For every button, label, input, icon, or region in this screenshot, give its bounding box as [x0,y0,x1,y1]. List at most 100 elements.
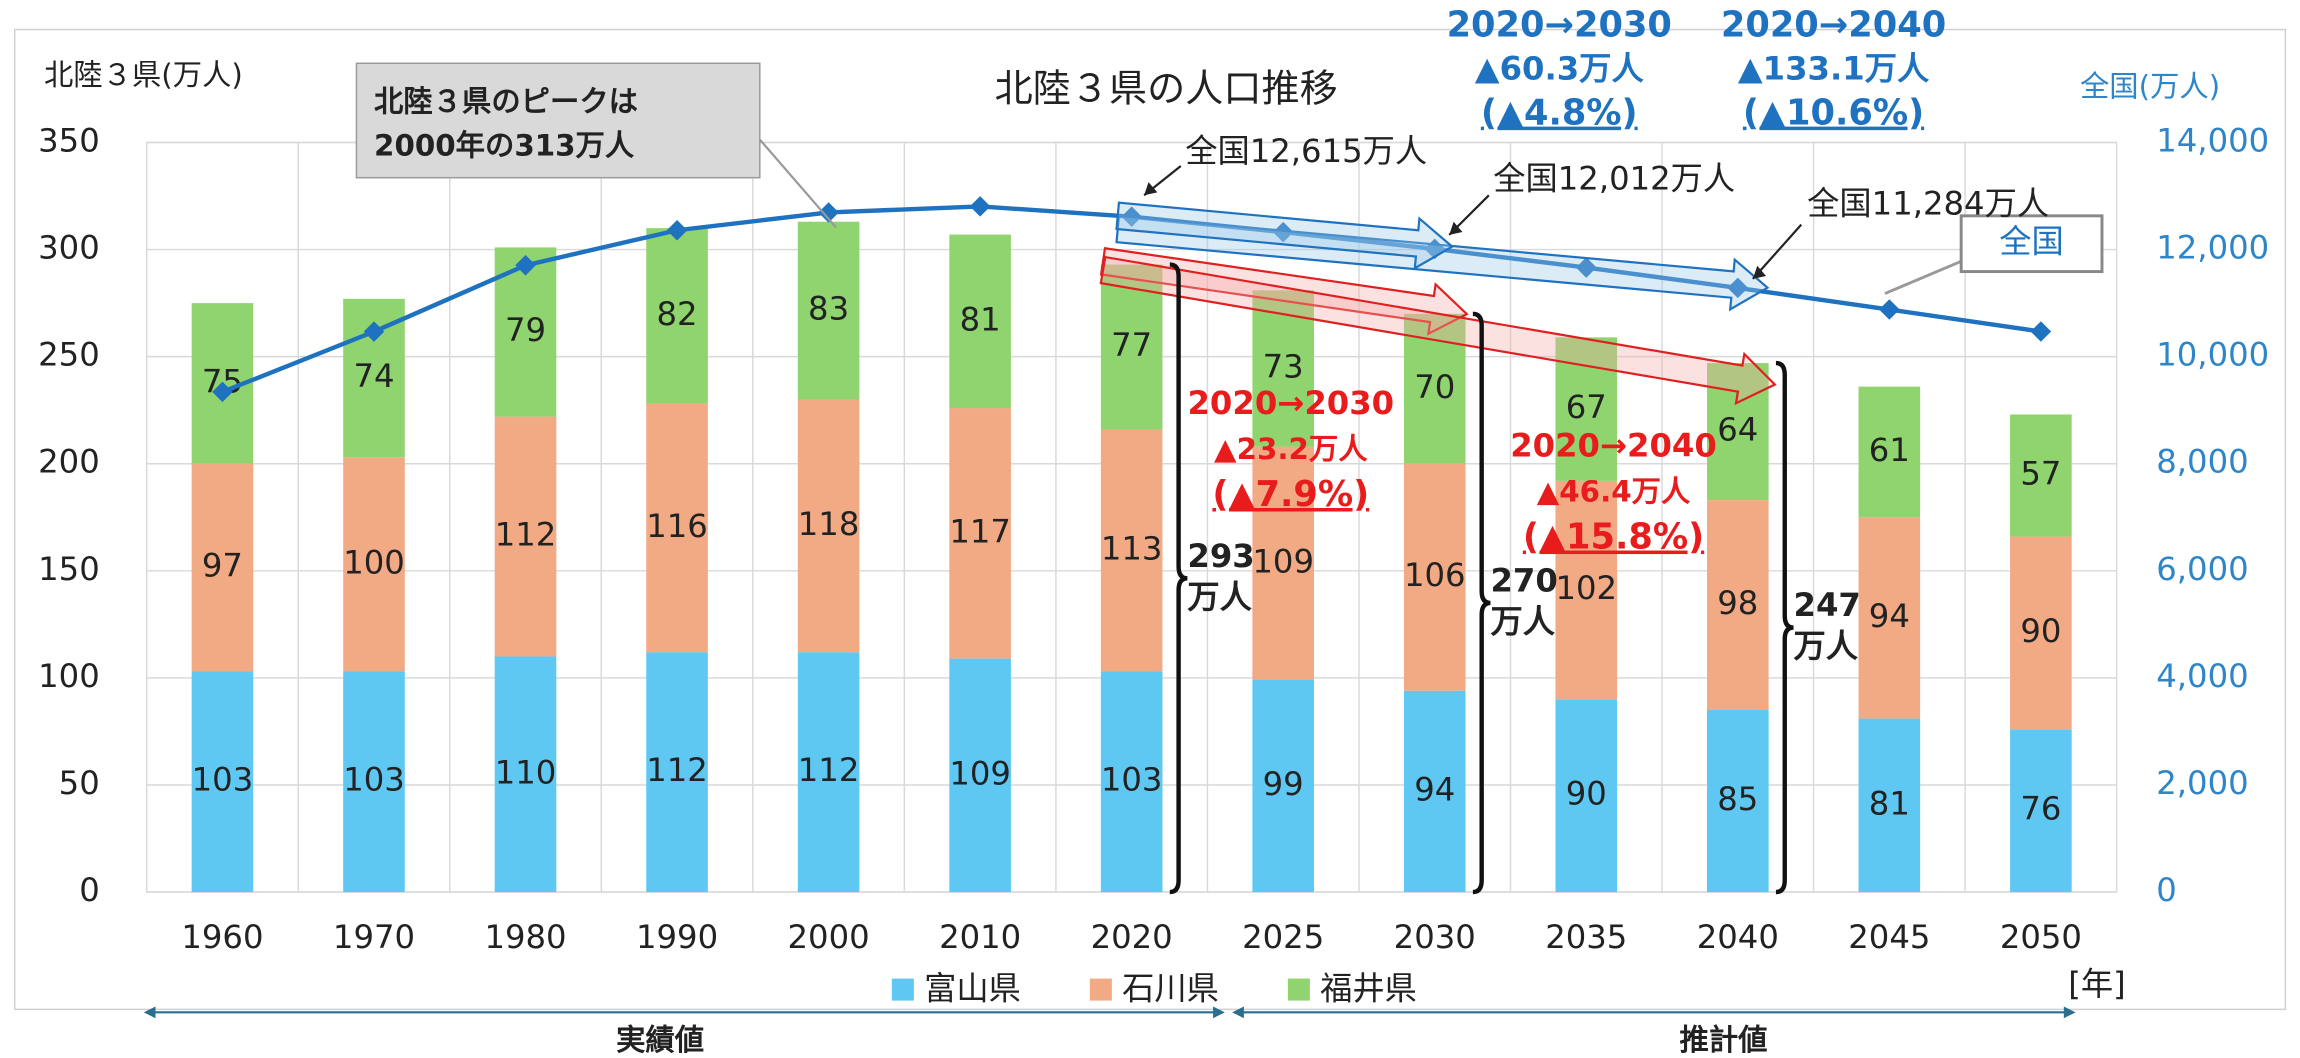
bar-segment [494,656,557,893]
data-label: 117 [949,512,1011,550]
x-tick-label: 2020 [1091,918,1173,956]
legend-swatch [1287,978,1310,1001]
data-label: 106 [1404,556,1466,594]
line-marker [818,202,839,223]
pointer-head [1752,265,1767,279]
total-value: 270 [1490,561,1557,599]
note-text: ▲23.2万人 [1214,432,1368,466]
bar-segment [1252,680,1315,893]
line-marker [1576,257,1597,278]
data-label: 90 [1566,775,1607,813]
bar-segment [2010,536,2072,730]
data-label: 103 [343,761,405,799]
data-label: 57 [2020,455,2061,493]
bar-segment [343,671,405,893]
period-label: 推計値 [1680,1023,1768,1057]
total-unit: 万人 [1490,602,1555,640]
series-label: 全国 [1999,223,2064,261]
line-marker [969,196,991,217]
note-text: (▲10.6%) [1743,93,1924,134]
bar-segment [2010,414,2072,537]
note-text: (▲4.8%) [1481,93,1638,134]
x-tick-label: 1980 [484,918,566,956]
bar-segment [1403,313,1466,464]
note-text: 2020→2040 [1510,427,1717,465]
period-head [143,1006,156,1019]
bar-segment [1555,699,1618,893]
national-label: 全国12,012万人 [1493,160,1735,198]
note-text: ▲46.4万人 [1537,475,1691,509]
leader-line [1884,259,1962,295]
bar-segment [1707,710,1769,893]
x-tick-label: 2000 [788,918,870,956]
line-marker [212,381,233,403]
note-text: 2020→2030 [1447,5,1672,46]
bar-segment [1858,386,1921,518]
chart-border [13,28,2287,1011]
data-label: 103 [192,761,254,799]
bar-segment [494,416,557,657]
callout-text: 北陸３県のピークは [374,84,638,118]
data-label: 100 [343,543,405,581]
data-label: 73 [1263,347,1304,385]
bar-segment [1555,480,1618,700]
y-tick-label: 50 [59,764,100,802]
data-label: 81 [1869,784,1910,822]
y-tick-label: 250 [38,336,100,374]
line-marker [515,255,536,276]
y-tick-label: 350 [38,121,100,159]
x-tick-label: 2030 [1394,918,1476,956]
national-label: 全国12,615万人 [1185,132,1427,170]
y-tick-label: 100 [38,657,100,695]
bar-segment [949,658,1011,893]
y2-tick-label: 14,000 [2156,121,2269,159]
note-text: ▲133.1万人 [1738,50,1930,88]
bar-segment [2010,729,2072,893]
y2-axis-label: 全国(万人) [2080,70,2220,104]
note-text: ▲60.3万人 [1475,50,1645,88]
x-tick-label: 2040 [1697,918,1779,956]
bar-segment [191,463,254,672]
data-label: 99 [1263,765,1304,803]
brace [1472,311,1491,895]
bar-segment [1252,290,1315,447]
x-tick-label: 1970 [333,918,415,956]
note-text: (▲15.8%) [1523,517,1704,558]
callout-text: 2000年の313万人 [374,128,635,162]
bar-segment [797,652,860,893]
pointer-line [1752,223,1803,280]
y-tick-label: 200 [38,443,100,481]
y2-tick-label: 6,000 [2156,550,2248,588]
note-text: (▲7.9%) [1212,474,1369,515]
trend-arrow [1099,246,1469,336]
data-label: 90 [2020,612,2061,650]
bar-segment [1403,463,1466,691]
x-unit: [年] [2068,965,2125,1003]
x-tick-label: 1990 [636,918,718,956]
pointer-head [1449,221,1463,235]
bar-segment [1100,671,1163,893]
y-tick-label: 300 [38,229,100,267]
data-label: 82 [657,295,698,333]
bar-segment [646,228,708,404]
line-marker [1879,299,1900,320]
data-label: 116 [646,507,708,545]
legend-swatch [891,978,914,1001]
data-label: 94 [1869,597,1910,635]
data-label: 85 [1717,780,1758,818]
line-marker [363,321,385,342]
x-tick-label: 2045 [1848,918,1930,956]
series-label-box [1959,214,2104,274]
period-head [1232,1006,1244,1019]
x-tick-label: 1960 [181,918,263,956]
data-label: 102 [1555,569,1617,607]
bar-segment [1403,690,1466,893]
legend-label: 福井県 [1320,969,1417,1007]
chart-title: 北陸３県の人口推移 [995,67,1338,111]
y2-tick-label: 10,000 [2156,336,2269,374]
y2-tick-label: 2,000 [2156,764,2248,802]
national-label: 全国11,284万人 [1807,185,2049,223]
bar-segment [1707,500,1769,711]
trend-arrow [1115,201,1455,271]
bar-segment [1858,718,1921,893]
